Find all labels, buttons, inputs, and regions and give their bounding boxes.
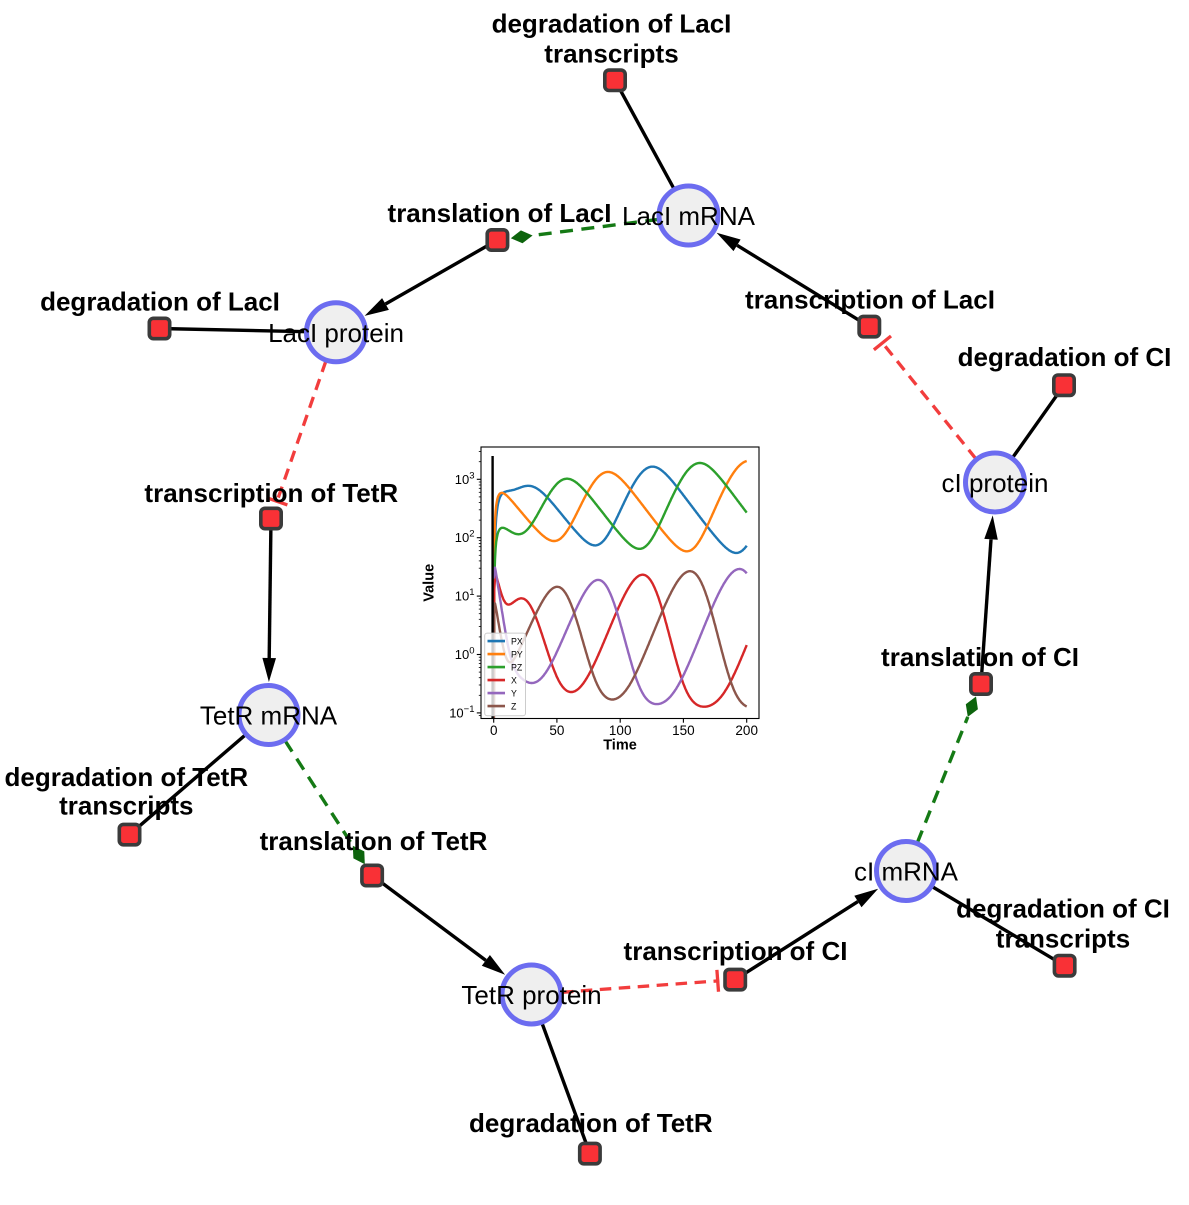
svg-text:X: X	[511, 675, 517, 685]
svg-text:degradation of CI: degradation of CI	[958, 342, 1172, 372]
svg-text:Time: Time	[603, 738, 637, 754]
svg-text:PZ: PZ	[511, 662, 523, 672]
svg-text:translation of TetR: translation of TetR	[260, 826, 488, 856]
svg-text:cI protein: cI protein	[942, 468, 1049, 498]
svg-text:degradation of CI: degradation of CI	[956, 893, 1170, 923]
svg-text:100: 100	[609, 723, 632, 738]
svg-text:translation of CI: translation of CI	[881, 642, 1079, 672]
svg-text:Value: Value	[422, 564, 438, 602]
svg-text:transcription of LacI: transcription of LacI	[745, 284, 995, 314]
svg-text:transcription of TetR: transcription of TetR	[144, 478, 398, 508]
svg-text:degradation of LacI: degradation of LacI	[40, 287, 280, 317]
svg-text:LacI protein: LacI protein	[268, 318, 404, 348]
svg-text:0: 0	[490, 723, 498, 738]
svg-text:degradation of TetR: degradation of TetR	[469, 1108, 713, 1138]
svg-text:TetR mRNA: TetR mRNA	[200, 701, 338, 731]
svg-text:200: 200	[735, 723, 758, 738]
svg-text:Y: Y	[511, 688, 517, 698]
svg-text:PX: PX	[511, 636, 523, 646]
svg-text:transcripts: transcripts	[59, 791, 193, 821]
svg-text:Z: Z	[511, 701, 517, 711]
svg-text:150: 150	[672, 723, 695, 738]
svg-text:PY: PY	[511, 649, 523, 659]
svg-text:LacI mRNA: LacI mRNA	[622, 201, 756, 231]
svg-text:cI mRNA: cI mRNA	[854, 857, 959, 887]
svg-text:transcripts: transcripts	[996, 923, 1130, 953]
svg-text:50: 50	[549, 723, 564, 738]
svg-text:degradation of LacI: degradation of LacI	[492, 9, 732, 39]
svg-text:transcription of CI: transcription of CI	[624, 936, 848, 966]
svg-text:TetR protein: TetR protein	[461, 980, 601, 1010]
svg-text:translation of LacI: translation of LacI	[388, 198, 612, 228]
svg-text:transcripts: transcripts	[544, 39, 678, 69]
svg-text:degradation of TetR: degradation of TetR	[4, 762, 248, 792]
